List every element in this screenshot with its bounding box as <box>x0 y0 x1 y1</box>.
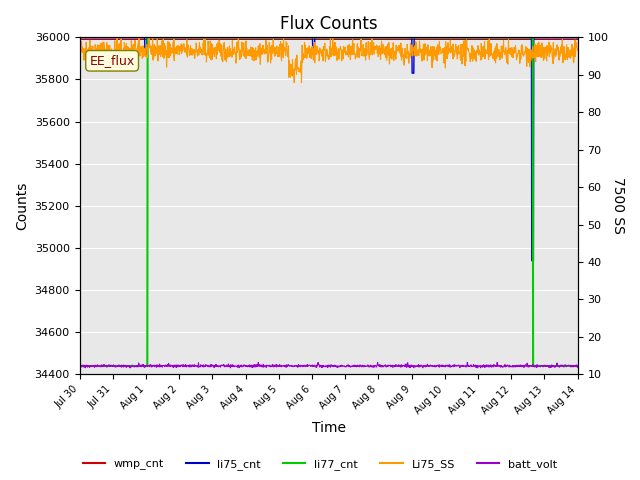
batt_volt <box>114 363 122 369</box>
batt_volt <box>255 360 262 365</box>
li77_cnt <box>144 35 152 40</box>
Line: batt_volt: batt_volt <box>79 362 578 368</box>
wmp_cnt <box>574 36 582 42</box>
wmp_cnt <box>359 36 367 42</box>
batt_volt <box>298 363 305 369</box>
batt_volt <box>287 363 295 369</box>
Line: Li75_SS: Li75_SS <box>79 30 578 83</box>
Title: Flux Counts: Flux Counts <box>280 15 378 33</box>
li75_cnt <box>76 35 83 41</box>
wmp_cnt <box>307 36 314 42</box>
Li75_SS <box>307 47 315 53</box>
li77_cnt <box>114 363 122 369</box>
batt_volt <box>474 365 481 371</box>
li77_cnt <box>360 35 367 40</box>
li77_cnt <box>574 363 582 369</box>
Li75_SS <box>360 52 367 58</box>
wmp_cnt <box>114 36 122 42</box>
wmp_cnt <box>287 36 294 42</box>
li77_cnt <box>287 35 295 40</box>
Legend: wmp_cnt, li75_cnt, li77_cnt, Li75_SS, batt_volt: wmp_cnt, li75_cnt, li77_cnt, Li75_SS, ba… <box>78 455 562 474</box>
li75_cnt <box>359 35 367 41</box>
X-axis label: Time: Time <box>312 421 346 435</box>
Li75_SS <box>145 27 153 33</box>
Li75_SS <box>76 45 83 50</box>
li75_cnt <box>574 35 582 41</box>
li75_cnt <box>114 35 122 41</box>
Li75_SS <box>134 40 142 46</box>
li75_cnt <box>134 35 142 41</box>
Y-axis label: 7500 SS: 7500 SS <box>611 178 625 234</box>
li77_cnt <box>134 363 142 369</box>
wmp_cnt <box>76 36 83 42</box>
wmp_cnt <box>134 36 142 42</box>
Line: li77_cnt: li77_cnt <box>79 37 578 366</box>
batt_volt <box>360 363 367 369</box>
batt_volt <box>307 363 314 369</box>
li75_cnt <box>307 35 314 41</box>
Li75_SS <box>287 65 295 71</box>
li77_cnt <box>307 35 314 40</box>
Line: li75_cnt: li75_cnt <box>79 38 578 261</box>
Text: EE_flux: EE_flux <box>90 54 135 67</box>
li77_cnt <box>298 35 305 40</box>
Li75_SS <box>574 48 582 53</box>
Li75_SS <box>291 80 298 85</box>
wmp_cnt <box>298 36 305 42</box>
batt_volt <box>134 363 142 369</box>
li75_cnt <box>298 35 305 41</box>
Li75_SS <box>298 60 306 66</box>
li75_cnt <box>287 35 294 41</box>
li77_cnt <box>76 363 83 369</box>
Li75_SS <box>114 48 122 54</box>
batt_volt <box>574 364 582 370</box>
batt_volt <box>76 360 83 366</box>
li75_cnt <box>528 258 536 264</box>
Y-axis label: Counts: Counts <box>15 181 29 230</box>
